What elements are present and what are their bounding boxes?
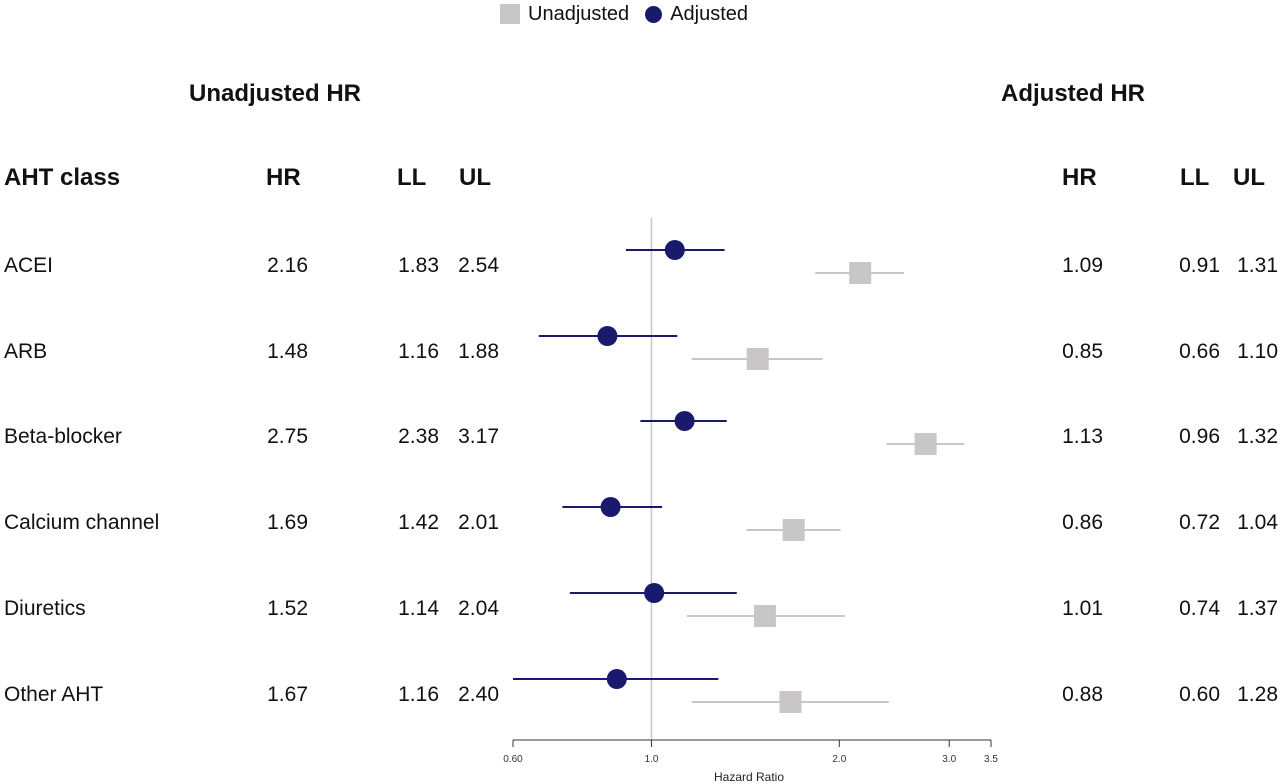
unadjusted-marker: [782, 519, 805, 541]
row-adjusted-ll: 0.74: [1179, 597, 1220, 620]
row-adjusted-hr: 1.13: [1062, 425, 1103, 448]
x-axis-tick-label: 3.0: [942, 754, 956, 765]
x-axis: 0.60 1.0 2.0 3.0 3.5: [503, 739, 998, 765]
row-adjusted-ll: 0.66: [1179, 340, 1220, 363]
row-unadjusted-hr: 1.52: [267, 597, 308, 620]
row-adjusted-ul: 1.28: [1237, 683, 1278, 706]
row-unadjusted-hr: 1.48: [267, 340, 308, 363]
col-header-unadjusted-ul: UL: [459, 164, 491, 191]
col-header-class: AHT class: [4, 164, 121, 191]
row-unadjusted-ll: 1.16: [398, 340, 439, 363]
unadjusted-marker: [746, 348, 769, 370]
row-adjusted-ul: 1.04: [1237, 511, 1278, 534]
row-adjusted-ll: 0.60: [1179, 683, 1220, 706]
row-adjusted-hr: 1.01: [1062, 597, 1103, 620]
col-header-unadjusted-ll: LL: [397, 164, 427, 191]
row-adjusted-hr: 0.86: [1062, 511, 1103, 534]
unadjusted-marker: [914, 433, 937, 455]
col-header-adjusted-ul: UL: [1233, 164, 1265, 191]
row-unadjusted-ll: 1.14: [398, 597, 439, 620]
row-unadjusted-ll: 1.16: [398, 683, 439, 706]
row-adjusted-ul: 1.37: [1237, 597, 1278, 620]
unadjusted-title: Unadjusted HR: [189, 80, 362, 107]
x-axis-label: Hazard Ratio: [714, 770, 784, 784]
adjusted-marker: [664, 240, 685, 260]
adjusted-marker: [606, 669, 627, 689]
unadjusted-series: [686, 262, 965, 713]
x-axis-tick-label: 3.5: [984, 754, 998, 765]
legend: Unadjusted Adjusted: [500, 2, 748, 26]
row-class-name: ACEI: [4, 254, 54, 277]
row-unadjusted-ll: 1.42: [398, 511, 439, 534]
row-adjusted-ll: 0.91: [1179, 254, 1220, 277]
row-unadjusted-ul: 3.17: [458, 425, 499, 448]
row-unadjusted-ul: 2.54: [458, 254, 499, 277]
legend-unadjusted-label: Unadjusted: [528, 2, 630, 25]
adjusted-title: Adjusted HR: [1001, 80, 1145, 107]
unadjusted-marker: [849, 262, 872, 284]
adjusted-series: [513, 240, 737, 689]
row-adjusted-hr: 0.88: [1062, 683, 1103, 706]
unadjusted-marker: [753, 605, 776, 627]
row-unadjusted-ul: 2.40: [458, 683, 499, 706]
row-unadjusted-hr: 2.75: [267, 425, 308, 448]
legend-adjusted-label: Adjusted: [670, 2, 749, 25]
row-adjusted-hr: 0.85: [1062, 340, 1103, 363]
row-unadjusted-hr: 1.67: [267, 683, 308, 706]
row-unadjusted-hr: 1.69: [267, 511, 308, 534]
row-class-name: Diuretics: [4, 597, 86, 620]
row-unadjusted-ll: 2.38: [398, 425, 439, 448]
x-axis-tick-label: 0.60: [503, 754, 523, 765]
row-adjusted-ll: 0.72: [1179, 511, 1220, 534]
adjusted-marker: [674, 411, 695, 431]
row-unadjusted-ul: 2.01: [458, 511, 499, 534]
unadjusted-marker: [779, 691, 802, 713]
legend-unadjusted-swatch: [500, 4, 520, 24]
legend-adjusted-swatch: [645, 5, 663, 23]
adjusted-marker: [600, 497, 621, 517]
row-unadjusted-ul: 2.04: [458, 597, 499, 620]
row-adjusted-ul: 1.10: [1237, 340, 1278, 363]
x-axis-tick-label: 2.0: [832, 754, 846, 765]
row-adjusted-hr: 1.09: [1062, 254, 1103, 277]
row-class-name: ARB: [4, 340, 48, 363]
x-axis-tick-label: 1.0: [645, 754, 659, 765]
row-unadjusted-ul: 1.88: [458, 340, 499, 363]
col-header-unadjusted-hr: HR: [266, 164, 301, 191]
row-class-name: Calcium channel: [4, 511, 160, 534]
adjusted-marker: [644, 583, 665, 603]
row-adjusted-ul: 1.32: [1237, 425, 1278, 448]
row-class-name: Beta-blocker: [4, 425, 122, 448]
row-adjusted-ul: 1.31: [1237, 254, 1278, 277]
row-adjusted-ll: 0.96: [1179, 425, 1220, 448]
adjusted-marker: [597, 326, 618, 346]
col-header-adjusted-ll: LL: [1180, 164, 1210, 191]
row-unadjusted-hr: 2.16: [267, 254, 308, 277]
col-header-adjusted-hr: HR: [1062, 164, 1097, 191]
row-class-name: Other AHT: [4, 683, 104, 706]
row-unadjusted-ll: 1.83: [398, 254, 439, 277]
